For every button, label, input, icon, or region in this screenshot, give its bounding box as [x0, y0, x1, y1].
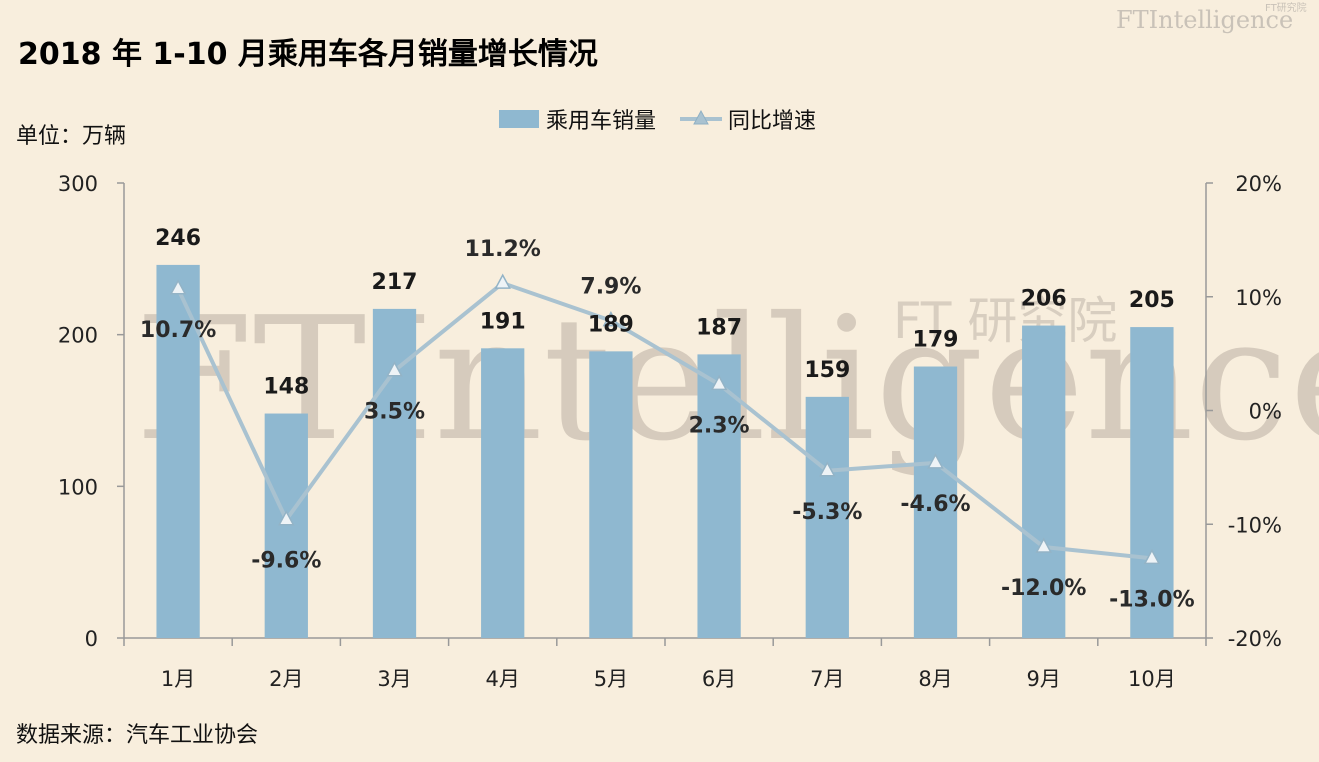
- triangle-marker: [602, 311, 620, 327]
- right-tick-label: -20%: [1228, 627, 1282, 651]
- x-tick-label: 3月: [377, 667, 411, 691]
- x-tick-label: 4月: [486, 667, 520, 691]
- growth-value-label: -12.0%: [1001, 576, 1086, 601]
- growth-value-label: -5.3%: [792, 500, 862, 525]
- unit-label: 单位：万辆: [16, 124, 126, 149]
- triangle-marker: [927, 453, 944, 469]
- bar: [589, 351, 633, 638]
- bar: [264, 413, 308, 638]
- right-axis-ticks: -20% -10% 0% 10% 20%: [1206, 172, 1282, 651]
- x-tick-label: 6月: [702, 667, 736, 691]
- growth-value-label: 11.2%: [465, 237, 541, 262]
- left-tick-label: 0: [85, 627, 98, 651]
- x-tick-label: 9月: [1027, 667, 1061, 691]
- legend-triangle-icon: [693, 109, 709, 125]
- left-tick-label: 100: [58, 475, 98, 499]
- triangle-marker: [1035, 537, 1052, 553]
- source-label: 数据来源：汽车工业协会: [16, 723, 258, 748]
- chart-title: 2018 年 1-10 月乘用车各月销量增长情况: [18, 37, 598, 72]
- bar-value-label: 159: [804, 358, 850, 383]
- triangle-marker: [169, 279, 187, 295]
- bar: [805, 396, 849, 638]
- bar-series: [156, 264, 1174, 638]
- right-tick-label: -10%: [1228, 513, 1282, 537]
- triangle-marker: [494, 273, 511, 289]
- right-tick-label: 10%: [1235, 286, 1282, 310]
- bar: [156, 264, 200, 638]
- x-tick-label: 10月: [1128, 667, 1176, 691]
- legend: 乘用车销量 同比增速: [499, 109, 816, 134]
- right-tick-label: 0%: [1249, 400, 1282, 424]
- right-tick-label: 20%: [1235, 172, 1282, 196]
- growth-value-label: -4.6%: [900, 492, 970, 517]
- bar: [913, 366, 958, 638]
- growth-line: [176, 281, 1153, 561]
- left-axis-ticks: 0 100 200 300: [58, 172, 124, 651]
- line-series: [169, 273, 1161, 565]
- triangle-marker: [1143, 548, 1161, 565]
- brand-logo-sub: FT研究院: [1265, 1, 1307, 14]
- growth-value-label: 10.7%: [140, 318, 216, 343]
- growth-value-label: -9.6%: [251, 549, 321, 574]
- triangle-marker: [278, 510, 295, 526]
- growth-value-label: 7.9%: [580, 275, 641, 300]
- bar-value-label: 205: [1129, 288, 1175, 313]
- growth-value-label: 2.3%: [689, 413, 750, 438]
- triangle-marker: [710, 374, 728, 391]
- line-data-labels: 10.7% -9.6% 3.5% 11.2% 7.9% 2.3% -5.3% -4.6% -12…: [140, 237, 1195, 612]
- x-tick-label: 1月: [161, 667, 195, 691]
- legend-bar-swatch: [499, 110, 539, 128]
- legend-line-label: 同比增速: [728, 109, 816, 134]
- bar-value-label: 179: [913, 328, 959, 353]
- triangle-marker: [819, 461, 836, 477]
- bar-value-label: 191: [480, 309, 526, 334]
- bar-value-label: 217: [372, 270, 418, 295]
- bar: [1022, 325, 1066, 638]
- bar: [481, 348, 525, 638]
- left-tick-label: 200: [58, 324, 98, 348]
- x-tick-label: 7月: [810, 667, 844, 691]
- x-tick-label: 8月: [918, 667, 952, 691]
- left-tick-label: 300: [58, 172, 98, 196]
- bar-value-label: 148: [263, 375, 309, 400]
- bar: [697, 354, 741, 638]
- x-axis-ticks: 1月 2月 3月 4月 5月 6月 7月 8月 9月 10月: [123, 638, 1207, 691]
- bar-data-labels: 246 148 217 191 189 187 159 179 206 205: [155, 226, 1175, 400]
- bar: [1130, 327, 1174, 638]
- bar-value-label: 246: [155, 226, 201, 251]
- watermark-cn-text: FT 研究院: [893, 292, 1117, 350]
- bar-value-label: 206: [1021, 287, 1067, 312]
- bar-value-label: 187: [696, 315, 742, 340]
- legend-bar-label: 乘用车销量: [546, 109, 656, 134]
- growth-value-label: -13.0%: [1109, 587, 1194, 612]
- bar-value-label: 189: [588, 312, 634, 337]
- triangle-marker: [386, 361, 403, 377]
- x-tick-label: 2月: [269, 667, 303, 691]
- growth-value-label: 3.5%: [364, 400, 425, 425]
- x-tick-label: 5月: [594, 667, 628, 691]
- brand-logo: FTIntelligence: [1116, 6, 1293, 34]
